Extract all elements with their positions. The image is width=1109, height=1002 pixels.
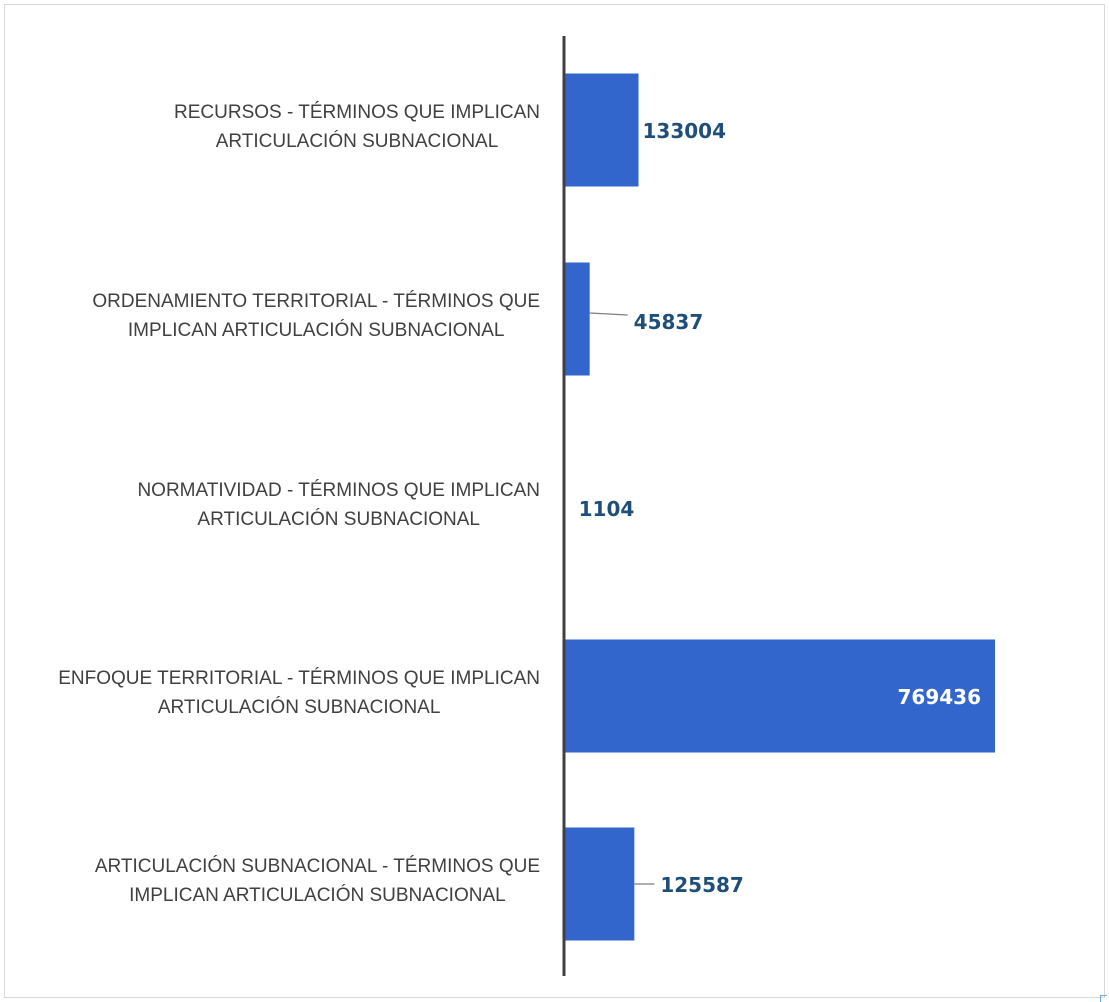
category-label-4: ENFOQUE TERRITORIAL - TÉRMINOS QUE IMPLI… [58, 668, 540, 718]
data-label-2: 45837 [634, 310, 704, 334]
category-labels-group: RECURSOS - TÉRMINOS QUE IMPLICAN ARTICULA… [58, 102, 540, 906]
bar-2 [564, 262, 590, 376]
leader-lines-group [589, 312, 655, 885]
category-label-3: NORMATIVIDAD - TÉRMINOS QUE IMPLICAN ARTI… [137, 480, 540, 530]
category-label-1: RECURSOS - TÉRMINOS QUE IMPLICAN ARTICULA… [174, 102, 540, 152]
data-labels-group: 133004 45837 1104 769436 125587 [579, 119, 981, 897]
data-label-5: 125587 [660, 873, 744, 897]
bar-5 [564, 827, 635, 941]
bar-4 [564, 639, 995, 753]
chart-frame [4, 4, 1105, 998]
category-label-5: ARTICULACIÓN SUBNACIONAL - TÉRMINOS QUE I… [95, 855, 540, 906]
bars-group [564, 73, 995, 941]
leader-line-2 [589, 312, 628, 316]
data-label-3: 1104 [579, 497, 635, 521]
data-label-1: 133004 [643, 119, 727, 143]
data-label-4: 769436 [898, 685, 982, 709]
selection-corner-mark [1100, 995, 1107, 1002]
category-label-2: ORDENAMIENTO TERRITORIAL - TÉRMINOS QUE I… [92, 291, 540, 341]
bar-1 [564, 73, 639, 187]
